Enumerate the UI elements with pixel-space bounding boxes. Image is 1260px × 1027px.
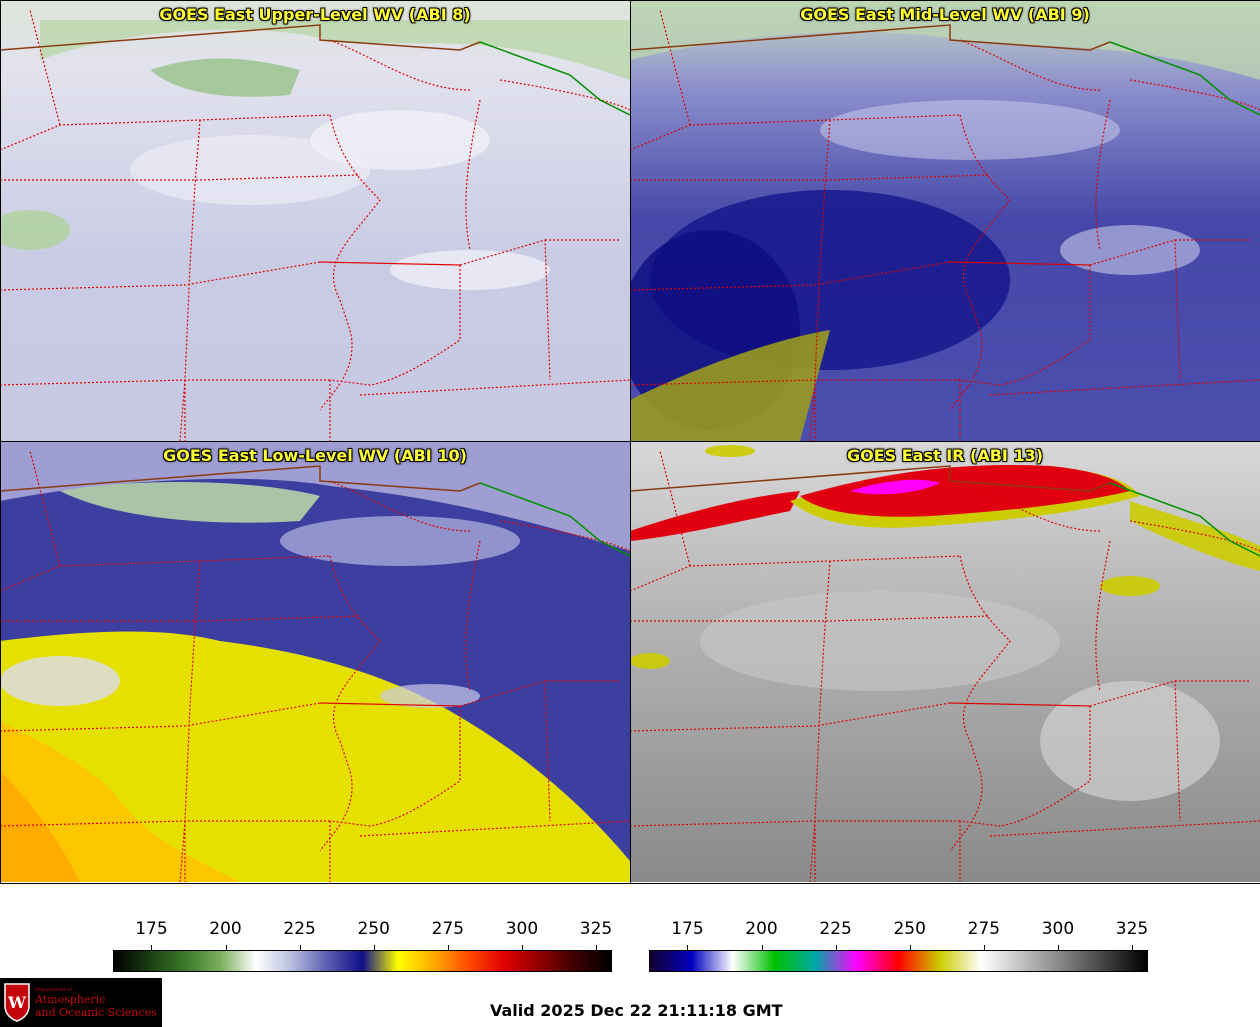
panel-title: GOES East Mid-Level WV (ABI 9): [800, 5, 1090, 24]
panel-ir: GOES East IR (ABI 13): [630, 441, 1260, 882]
ir-colorbar-scale: [649, 950, 1148, 972]
colorbar-tick-label: 250: [357, 919, 390, 939]
colorbar-tick-mark: [1057, 945, 1059, 950]
logo-line1: Atmospheric: [35, 993, 106, 1006]
colorbar-tick-mark: [909, 945, 911, 950]
colorbar-tick-mark: [447, 945, 449, 950]
aos-logo: W Department of Atmospheric and Oceanic …: [0, 978, 162, 1027]
colorbar-tick-label: 250: [893, 919, 926, 939]
colorbar-tick-label: 275: [431, 919, 465, 939]
ir-colorbar-ticks: 175 200 225 250 275 300 325: [649, 915, 1148, 941]
colorbar-tick-label: 300: [1041, 919, 1075, 939]
colorbar-tick-mark: [151, 945, 153, 950]
colorbar-tick-mark: [983, 945, 985, 950]
colorbar-tick-label: 225: [819, 919, 852, 939]
panel-title: GOES East IR (ABI 13): [846, 446, 1044, 465]
panel-title: GOES East Upper-Level WV (ABI 8): [159, 5, 471, 24]
upper-level-wv-image: [0, 0, 630, 441]
panel-low-level-wv: GOES East Low-Level WV (ABI 10): [0, 441, 630, 882]
colorbar-tick-mark: [299, 945, 301, 950]
colorbar-tick-label: 275: [967, 919, 1001, 939]
colorbar-tick-label: 175: [671, 919, 704, 939]
logo-mark: W: [7, 993, 27, 1012]
colorbar-tick-mark: [687, 945, 689, 950]
panel-separator-vertical: [630, 0, 631, 883]
colorbar-tick-mark: [1132, 945, 1134, 950]
colorbar-tick-label: 200: [745, 919, 778, 939]
colorbar-tick-label: 225: [283, 919, 316, 939]
colorbar-tick-label: 200: [209, 919, 242, 939]
wv-colorbar-scale: [113, 950, 612, 972]
panel-title: GOES East Low-Level WV (ABI 10): [163, 446, 467, 465]
colorbar-tick-mark: [521, 945, 523, 950]
valid-time: Valid 2025 Dec 22 21:11:18 GMT: [490, 1001, 783, 1020]
low-level-wv-image: [0, 441, 630, 882]
logo-dept: Department of: [35, 987, 72, 993]
colorbar-tick-mark: [373, 945, 375, 950]
uw-shield-icon: W: [4, 983, 30, 1022]
colorbar-tick-label: 325: [579, 919, 613, 939]
wv-colorbar: 175 200 225 250 275 300 325: [113, 915, 612, 975]
panel-mid-level-wv: GOES East Mid-Level WV (ABI 9): [630, 0, 1260, 441]
panel-upper-level-wv: GOES East Upper-Level WV (ABI 8): [0, 0, 630, 441]
colorbar-tick-label: 300: [505, 919, 539, 939]
wv-colorbar-ticks: 175 200 225 250 275 300 325: [113, 915, 612, 941]
ir-colorbar: 175 200 225 250 275 300 325: [649, 915, 1148, 975]
logo-line2: and Oceanic Sciences: [35, 1006, 157, 1019]
colorbar-tick-mark: [835, 945, 837, 950]
colorbar-tick-mark: [761, 945, 763, 950]
ir-image: [630, 441, 1260, 882]
colorbar-tick-mark: [596, 945, 598, 950]
mid-level-wv-image: [630, 0, 1260, 441]
colorbar-tick-mark: [225, 945, 227, 950]
colorbar-tick-label: 325: [1115, 919, 1149, 939]
colorbar-tick-label: 175: [135, 919, 168, 939]
